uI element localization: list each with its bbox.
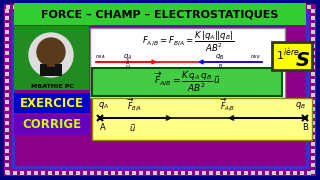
Circle shape [37,38,65,66]
FancyBboxPatch shape [14,115,90,135]
Text: $q_A$: $q_A$ [123,52,133,62]
Text: $\overrightarrow{F}_{B/A}$: $\overrightarrow{F}_{B/A}$ [127,96,143,114]
Text: $\overrightarrow{F}_{A/B} = \dfrac{K\,q_A\,q_B}{AB^2}\,\vec{u}$: $\overrightarrow{F}_{A/B} = \dfrac{K\,q_… [154,70,220,94]
Text: $r_{A/B}$: $r_{A/B}$ [250,53,260,61]
Circle shape [29,33,73,77]
Text: $q_B$: $q_B$ [294,100,306,111]
Text: $F_{A/B} = F_{B/A} = \dfrac{K\,|q_A||q_B|}{AB^2}$: $F_{A/B} = F_{B/A} = \dfrac{K\,|q_A||q_B… [142,30,234,54]
Text: A: A [126,59,130,64]
Text: $1^{i\grave{e}re}$: $1^{i\grave{e}re}$ [276,47,300,63]
FancyBboxPatch shape [92,68,282,96]
Text: MBATHIE PC: MBATHIE PC [31,84,73,89]
Text: $\vec{u}$: $\vec{u}$ [125,61,131,71]
Text: EXERCICE: EXERCICE [20,96,84,109]
Text: $\vec{u}$: $\vec{u}$ [130,122,137,134]
FancyBboxPatch shape [14,26,89,90]
Text: A: A [100,123,106,132]
Text: B: B [218,64,222,69]
Text: $r_{B/A}$: $r_{B/A}$ [95,53,106,61]
FancyBboxPatch shape [47,60,55,67]
FancyBboxPatch shape [14,93,90,113]
FancyBboxPatch shape [272,42,312,70]
Text: $q_B$: $q_B$ [215,52,225,62]
Text: $\overrightarrow{F}_{A/B}$: $\overrightarrow{F}_{A/B}$ [220,96,236,114]
FancyBboxPatch shape [40,64,62,76]
Text: FORCE – CHAMP – ELECTROSTATIQUES: FORCE – CHAMP – ELECTROSTATIQUES [41,9,279,19]
Text: CORRIGE: CORRIGE [22,118,82,132]
FancyBboxPatch shape [90,28,285,98]
FancyBboxPatch shape [92,98,312,140]
Text: S: S [296,51,310,69]
Text: $q_A$: $q_A$ [98,100,108,111]
FancyBboxPatch shape [14,3,306,25]
Text: B: B [302,123,308,132]
